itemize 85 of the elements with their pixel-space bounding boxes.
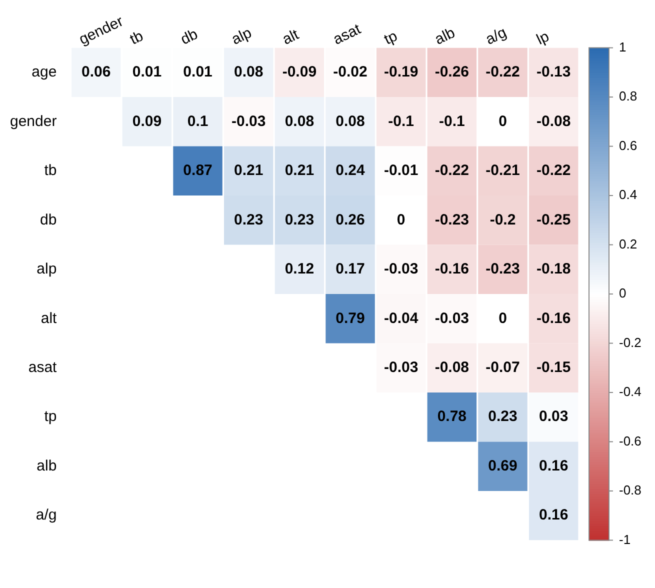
data-label: 0 <box>498 112 507 130</box>
data-label: -0.19 <box>384 64 418 81</box>
color-bar-label: 0.4 <box>619 187 638 202</box>
data-label: 0.21 <box>234 162 264 180</box>
color-bar-label: 0.6 <box>619 138 638 153</box>
data-label: 0.1 <box>187 112 208 130</box>
data-label: 0.01 <box>132 64 162 81</box>
data-label: 0.16 <box>538 457 568 474</box>
data-label: 0.23 <box>234 211 264 228</box>
data-label: -0.03 <box>384 260 418 278</box>
data-label: -0.15 <box>536 359 571 376</box>
data-label: 0 <box>498 310 507 327</box>
x-tick-label: asat <box>330 20 364 48</box>
y-tick-label: a/g <box>36 506 57 524</box>
x-tick-label: alt <box>280 26 302 48</box>
data-label: -0.26 <box>434 64 470 81</box>
data-label: -0.25 <box>536 211 571 228</box>
color-bar-label: -0.4 <box>619 384 642 400</box>
x-tick-label: db <box>178 26 201 48</box>
data-label: -0.22 <box>536 162 571 180</box>
color-bar-label: 0.8 <box>619 88 638 104</box>
data-label: -0.16 <box>536 310 571 327</box>
data-label: -0.22 <box>486 64 520 81</box>
data-label: 0.17 <box>336 260 365 278</box>
data-label: -0.04 <box>384 310 419 327</box>
data-label: -0.18 <box>536 260 571 278</box>
data-label: -0.2 <box>490 211 516 228</box>
data-label: 0.08 <box>284 112 314 130</box>
data-label: 0.23 <box>284 211 314 228</box>
x-tick-label: tp <box>381 28 400 48</box>
data-label: -0.21 <box>486 162 520 180</box>
data-label: -0.23 <box>434 211 470 228</box>
y-tick-label: asat <box>28 359 58 376</box>
data-label: 0.09 <box>132 112 162 130</box>
data-label: 0.23 <box>488 408 518 426</box>
data-label: 0.01 <box>183 64 212 81</box>
color-bar-label: -0.6 <box>619 433 642 448</box>
data-label: 0.78 <box>437 408 467 426</box>
data-label: 0.16 <box>538 506 568 524</box>
y-tick-label: tp <box>44 408 57 426</box>
y-tick-label: alb <box>36 457 57 474</box>
data-label: -0.22 <box>434 162 470 180</box>
color-bar-label: -0.8 <box>619 482 642 498</box>
y-tick-label: tb <box>44 162 57 180</box>
x-tick-label: tb <box>127 28 146 48</box>
data-label: -0.09 <box>282 64 317 81</box>
data-label: 0.08 <box>234 64 264 81</box>
data-label: -0.03 <box>434 310 470 327</box>
data-label: -0.08 <box>536 112 571 130</box>
data-label: -0.08 <box>434 359 470 376</box>
data-label: 0.08 <box>336 112 365 130</box>
data-label: 0.79 <box>336 310 365 327</box>
color-bar-label: 0 <box>619 286 626 301</box>
x-tick-label: alb <box>432 24 458 48</box>
y-tick-label: gender <box>10 112 57 130</box>
data-label: -0.03 <box>384 359 418 376</box>
y-tick-label: db <box>40 211 57 228</box>
data-label: 0.69 <box>488 457 518 474</box>
data-label: -0.13 <box>536 64 571 81</box>
x-tick-label: lp <box>534 28 552 48</box>
x-tick-label: a/g <box>483 24 510 48</box>
data-label: -0.16 <box>434 260 470 278</box>
data-label: 0.21 <box>284 162 314 180</box>
color-bar-label: -0.2 <box>619 334 642 350</box>
data-label: 0.26 <box>336 211 365 228</box>
y-tick-label: alp <box>36 260 57 278</box>
color-bar-label: -1 <box>619 532 631 547</box>
data-label: 0 <box>396 211 406 228</box>
data-label: 0.87 <box>183 162 212 180</box>
x-tick-label: alp <box>228 24 254 48</box>
data-label: -0.07 <box>486 359 520 376</box>
color-bar-label: 1 <box>619 39 626 54</box>
data-label: -0.02 <box>333 64 368 81</box>
y-tick-label: alt <box>40 310 58 327</box>
color-bar-label: 0.2 <box>619 236 638 252</box>
data-label: -0.1 <box>388 112 414 130</box>
data-label: 0.24 <box>336 162 366 180</box>
data-label: 0.03 <box>538 408 568 426</box>
data-label: -0.23 <box>486 260 520 278</box>
data-label: -0.01 <box>384 162 418 180</box>
data-label: 0.06 <box>82 64 111 81</box>
data-label: -0.03 <box>232 112 266 130</box>
y-tick-label: age <box>32 64 57 81</box>
data-label: 0.12 <box>284 260 314 278</box>
data-label: -0.1 <box>438 112 465 130</box>
